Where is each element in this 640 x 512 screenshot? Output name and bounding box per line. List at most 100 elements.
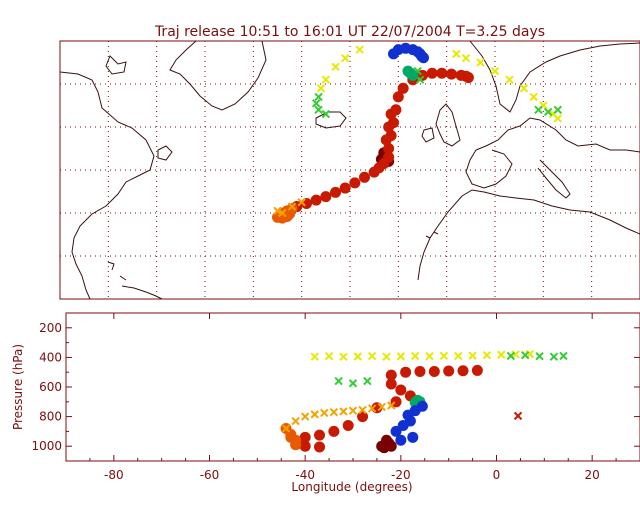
map-trajectory-x-mark (314, 92, 323, 102)
map-trajectory-x-mark (311, 99, 321, 108)
pressure-trajectory-x-mark (559, 351, 568, 361)
y-tick-label: 400 (39, 350, 62, 364)
x-tick-label: -60 (200, 468, 220, 482)
pressure-trajectory-x-mark (377, 402, 386, 412)
pressure-trajectory-x-mark (482, 350, 492, 360)
italy-coast (537, 159, 571, 199)
map-trajectory-x-mark (519, 84, 529, 93)
pressure-trajectory-point (395, 384, 407, 396)
pressure-trajectory-x-mark (348, 379, 358, 388)
canary-islands-coast (425, 231, 439, 239)
pressure-trajectory-x-mark (329, 407, 339, 417)
pressure-trajectory-point (395, 434, 407, 446)
pressure-trajectory-x-mark (439, 351, 449, 360)
pressure-trajectory-x-mark (520, 350, 530, 360)
map-trajectory-point (417, 52, 429, 64)
pressure-trajectory-point (443, 365, 455, 377)
scandinavia-coast (469, 40, 640, 113)
x-tick-label: -40 (295, 468, 315, 482)
map-trajectory-point (383, 143, 395, 154)
pressure-trajectory-x-mark (310, 410, 319, 419)
west-africa-coast (417, 195, 463, 281)
map-trajectory-point (339, 182, 351, 194)
pressure-trajectory-x-mark (324, 352, 334, 361)
y-tick-label: 200 (39, 321, 62, 335)
pressure-trajectory-point (314, 441, 326, 453)
pressure-axes: -80 -60 -40 -20 0 20 200 400 600 800 1000 (31, 312, 640, 482)
y-tick-label: 600 (39, 380, 62, 394)
pressure-trajectory-x-mark (387, 401, 396, 410)
pressure-trajectory-x-mark (291, 416, 300, 426)
pressure-trajectory-x-mark (513, 411, 523, 421)
x-tick-label: 0 (493, 468, 501, 482)
coastlines (59, 40, 640, 300)
pressure-trajectory-x-mark (506, 351, 516, 361)
pressure-panel: -80 -60 -40 -20 0 20 200 400 600 800 1000 Longitud… (11, 312, 640, 494)
map-trajectory-x-mark (476, 58, 485, 67)
iberia-coast (465, 149, 513, 189)
pressure-trajectory-point (385, 369, 397, 381)
map-trajectory-point (310, 194, 322, 206)
map-trajectory-point (446, 68, 457, 80)
map-trajectory-x-mark (278, 208, 287, 218)
pressure-trajectory-x-mark (382, 352, 391, 361)
map-trajectory-x-mark (321, 109, 331, 119)
pressure-trajectory-x-mark (425, 352, 434, 361)
map-trajectory-x-mark (529, 92, 538, 102)
map-trajectory-point (330, 186, 341, 198)
pressure-trajectory-x-mark (348, 406, 358, 415)
y-tick-label: 800 (39, 410, 62, 424)
pressure-trajectory-x-mark (454, 351, 463, 361)
map-trajectory-x-mark (553, 114, 563, 123)
britain-coast (435, 103, 461, 147)
map-trajectory-point (349, 177, 361, 189)
pressure-trajectory-x-mark (339, 407, 348, 416)
map-trajectory-x-mark (297, 198, 306, 207)
pressure-trajectory-point (314, 429, 326, 441)
map-trajectory-x-mark (314, 105, 323, 115)
x-axis-label: Longitude (degrees) (291, 480, 412, 494)
map-trajectory-x-mark (321, 75, 331, 84)
north-america-coast (59, 71, 155, 300)
map-trajectory-point (385, 108, 397, 120)
map-trajectory-point (436, 67, 448, 79)
pressure-trajectory-x-mark (353, 352, 362, 361)
bahamas-coast (107, 261, 127, 281)
x-tick-label: -20 (391, 468, 411, 482)
map-trajectory-x-mark (316, 84, 326, 93)
map-trajectory-point (462, 72, 474, 84)
greenland-coast (169, 40, 267, 111)
pressure-trajectory-point (428, 365, 440, 377)
pressure-trajectory-marks (280, 349, 568, 454)
chart-title: Traj release 10:51 to 16:01 UT 22/07/200… (154, 24, 545, 40)
x-tick-label: 20 (585, 468, 600, 482)
ireland-coast (421, 127, 435, 143)
pressure-trajectory-x-mark (334, 376, 343, 386)
map-trajectory-x-mark (543, 107, 553, 117)
map-trajectory-point (368, 166, 380, 178)
pressure-trajectory-x-mark (367, 351, 377, 361)
pressure-trajectory-x-mark (363, 376, 372, 386)
map-trajectory-point (402, 65, 414, 77)
pressure-trajectory-x-mark (549, 352, 559, 361)
map-trajectory-point (426, 67, 438, 79)
map-trajectory-point (320, 191, 332, 203)
pressure-trajectory-point (376, 440, 388, 452)
pressure-trajectory-x-mark (468, 351, 477, 360)
pressure-trajectory-point (416, 400, 428, 412)
map-trajectory-x-mark (490, 66, 500, 76)
pressure-trajectory-point (299, 440, 311, 452)
map-trajectory-x-mark (287, 202, 297, 211)
map-trajectory-x-mark (553, 105, 563, 115)
iceland-coast (315, 111, 347, 129)
y-axis-label: Pressure (hPa) (11, 344, 25, 430)
caribbean-coast (121, 285, 163, 300)
pressure-trajectory-point (290, 439, 302, 451)
pressure-trajectory-point (385, 378, 397, 390)
pressure-trajectory-point (414, 365, 426, 377)
pressure-trajectory-x-mark (367, 404, 377, 413)
map-trajectory-x-mark (461, 53, 471, 63)
pressure-trajectory-x-mark (396, 352, 406, 361)
map-trajectory-x-mark (331, 62, 340, 72)
map-trajectory-x-mark (340, 53, 350, 63)
